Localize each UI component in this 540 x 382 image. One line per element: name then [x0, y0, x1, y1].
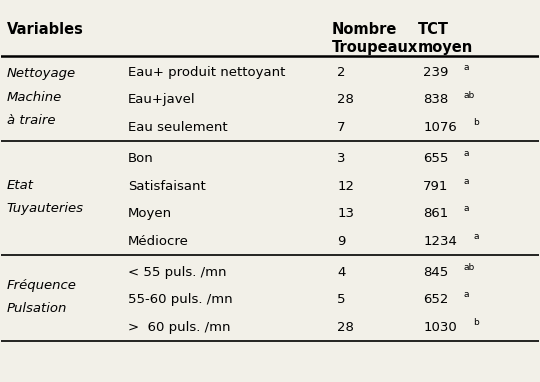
Text: a: a: [463, 290, 469, 299]
Text: 1030: 1030: [423, 321, 457, 334]
Text: 652: 652: [423, 293, 449, 306]
Text: Eau+ produit nettoyant: Eau+ produit nettoyant: [127, 66, 285, 79]
Text: a: a: [463, 176, 469, 186]
Text: TCT
moyen: TCT moyen: [418, 22, 473, 55]
Text: Etat: Etat: [7, 179, 34, 192]
Text: 861: 861: [423, 207, 448, 220]
Text: Eau seulement: Eau seulement: [127, 121, 227, 134]
Text: Moyen: Moyen: [127, 207, 172, 220]
Text: ab: ab: [463, 91, 475, 100]
Text: 12: 12: [337, 180, 354, 193]
Text: 9: 9: [337, 235, 346, 248]
Text: 2: 2: [337, 66, 346, 79]
Text: Tuyauteries: Tuyauteries: [7, 202, 84, 215]
Text: Bon: Bon: [127, 152, 153, 165]
Text: 1234: 1234: [423, 235, 457, 248]
Text: Nombre
Troupeaux: Nombre Troupeaux: [332, 22, 418, 55]
Text: 7: 7: [337, 121, 346, 134]
Text: 239: 239: [423, 66, 449, 79]
Text: 791: 791: [423, 180, 449, 193]
Text: b: b: [474, 318, 480, 327]
Text: 1076: 1076: [423, 121, 457, 134]
Text: 28: 28: [337, 321, 354, 334]
Text: a: a: [474, 232, 479, 241]
Text: a: a: [463, 149, 469, 158]
Text: Pulsation: Pulsation: [7, 302, 67, 315]
Text: 845: 845: [423, 265, 448, 278]
Text: Machine: Machine: [7, 91, 62, 104]
Text: Eau+javel: Eau+javel: [127, 94, 195, 107]
Text: Médiocre: Médiocre: [127, 235, 188, 248]
Text: < 55 puls. /mn: < 55 puls. /mn: [127, 265, 226, 278]
Text: 838: 838: [423, 94, 448, 107]
Text: Satisfaisant: Satisfaisant: [127, 180, 205, 193]
Text: >  60 puls. /mn: > 60 puls. /mn: [127, 321, 230, 334]
Text: 3: 3: [337, 152, 346, 165]
Text: 13: 13: [337, 207, 354, 220]
Text: 4: 4: [337, 265, 346, 278]
Text: a: a: [463, 204, 469, 213]
Text: ab: ab: [463, 263, 475, 272]
Text: à traire: à traire: [7, 114, 55, 127]
Text: 55-60 puls. /mn: 55-60 puls. /mn: [127, 293, 232, 306]
Text: 28: 28: [337, 94, 354, 107]
Text: Fréquence: Fréquence: [7, 279, 77, 292]
Text: b: b: [474, 118, 480, 127]
Text: a: a: [463, 63, 469, 72]
Text: 5: 5: [337, 293, 346, 306]
Text: Nettoyage: Nettoyage: [7, 67, 76, 80]
Text: 655: 655: [423, 152, 449, 165]
Text: Variables: Variables: [7, 22, 84, 37]
